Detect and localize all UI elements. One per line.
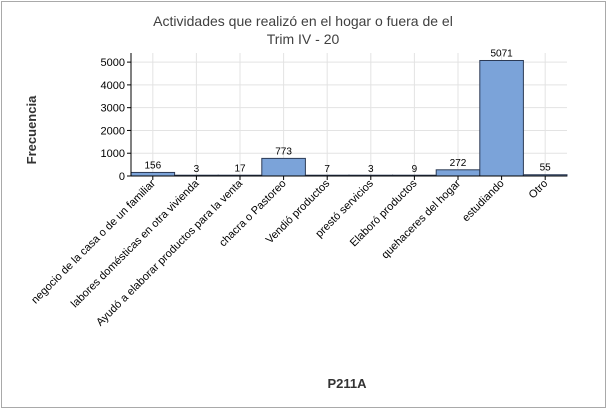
x-category-label: estudiando (460, 178, 507, 225)
y-axis-title: Frecuencia (24, 95, 39, 164)
data-label: 55 (540, 163, 552, 174)
bar (435, 169, 481, 177)
x-axis-title: P211A (327, 376, 367, 391)
chart-subtitle: Trim IV - 20 (267, 31, 340, 47)
data-label: 3 (368, 164, 374, 175)
y-tick-label: 5000 (101, 57, 125, 69)
y-tick-label: 2000 (101, 125, 125, 137)
bar (130, 171, 176, 177)
data-label: 272 (450, 158, 467, 169)
y-tick-label: 1000 (101, 148, 125, 160)
bar (479, 59, 524, 177)
x-category-label: quehaceres del hogar (379, 177, 463, 261)
plot-area: 0 1000 2000 3000 4000 5000 156 3 17 773 7 3 9 272 5071… (29, 48, 568, 329)
y-tick-label: 0 (119, 171, 125, 183)
data-label: 7 (324, 164, 330, 175)
y-tick-label: 4000 (101, 80, 125, 92)
y-tick-label: 3000 (101, 103, 125, 115)
data-label: 3 (194, 164, 200, 175)
x-category-label: Otro (527, 178, 551, 202)
data-label: 156 (144, 160, 161, 171)
data-label: 9 (412, 164, 418, 175)
chart-title: Actividades que realizó en el hogar o fu… (153, 13, 453, 29)
data-label: 773 (275, 146, 292, 157)
bar (261, 157, 306, 177)
data-label: 5071 (490, 48, 513, 59)
data-label: 17 (234, 164, 246, 175)
